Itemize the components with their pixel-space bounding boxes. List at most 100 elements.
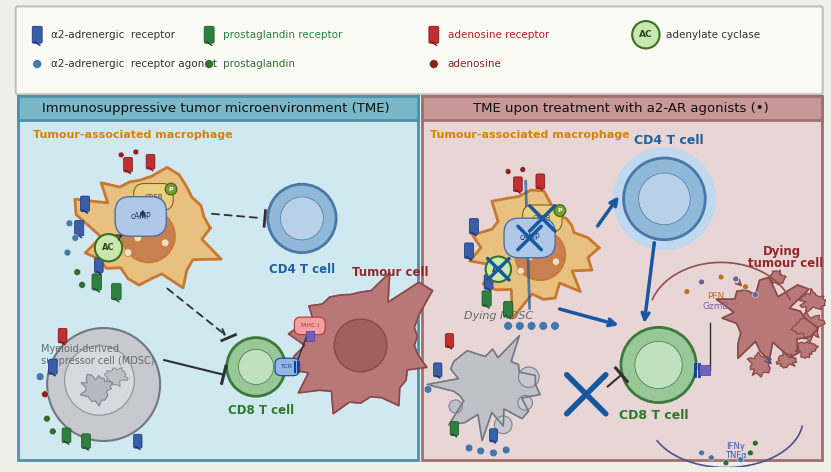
Text: Immunosuppressive tumor microenvironment (TME): Immunosuppressive tumor microenvironment… [42,101,390,115]
Text: MHC I: MHC I [301,323,319,329]
FancyBboxPatch shape [536,174,545,189]
Circle shape [752,440,758,446]
FancyBboxPatch shape [470,219,479,234]
FancyBboxPatch shape [58,329,67,343]
Circle shape [161,239,169,247]
Polygon shape [776,352,797,368]
Text: cAMP: cAMP [130,212,151,221]
Text: AC: AC [102,243,115,252]
Circle shape [134,234,142,242]
Circle shape [65,346,135,415]
Circle shape [156,217,165,224]
Circle shape [494,416,512,434]
Circle shape [635,341,682,388]
FancyBboxPatch shape [134,434,142,448]
FancyBboxPatch shape [95,258,103,273]
Circle shape [79,281,86,288]
Text: AC: AC [639,30,652,39]
Circle shape [74,269,81,276]
Text: GzmB: GzmB [703,302,730,311]
Bar [306,331,313,340]
Circle shape [699,450,705,456]
FancyBboxPatch shape [489,429,498,442]
Text: Tumour cell: Tumour cell [352,266,428,278]
FancyBboxPatch shape [514,177,522,192]
Circle shape [502,446,510,454]
FancyBboxPatch shape [75,220,84,236]
Circle shape [551,321,559,330]
Polygon shape [799,288,826,311]
Text: TME upon treatment with a2-AR agonists (•): TME upon treatment with a2-AR agonists (… [473,101,769,115]
Circle shape [66,220,73,227]
Circle shape [238,349,273,385]
Circle shape [515,230,565,280]
Circle shape [424,386,432,393]
Circle shape [430,59,438,68]
Circle shape [623,158,706,240]
Text: P: P [169,186,174,192]
Bar [699,365,711,375]
Text: TNFα: TNFα [725,451,746,460]
Text: adenylate cyclase: adenylate cyclase [666,30,760,40]
Circle shape [133,149,139,155]
FancyBboxPatch shape [482,291,491,306]
Circle shape [517,267,524,275]
FancyBboxPatch shape [445,334,454,347]
Text: Dying MDSC: Dying MDSC [464,311,533,321]
Text: prostaglandin: prostaglandin [223,59,295,69]
Circle shape [519,367,539,388]
Circle shape [32,59,42,68]
FancyBboxPatch shape [81,196,90,211]
FancyBboxPatch shape [434,363,442,377]
Circle shape [738,457,744,463]
Polygon shape [791,312,825,342]
FancyBboxPatch shape [504,302,513,317]
Text: suppressor cell (MDSC): suppressor cell (MDSC) [41,356,155,366]
Polygon shape [105,368,128,387]
Circle shape [268,184,337,253]
Circle shape [204,59,214,68]
Polygon shape [427,336,540,441]
Circle shape [743,284,749,290]
Circle shape [465,444,473,452]
Circle shape [632,21,660,49]
Text: AC: AC [492,265,504,274]
Circle shape [489,449,498,457]
FancyBboxPatch shape [16,7,823,94]
Circle shape [718,274,724,280]
Circle shape [118,152,124,158]
Text: CREB: CREB [144,194,163,200]
Circle shape [639,173,691,225]
Circle shape [612,147,716,251]
Text: Myeloid-derived: Myeloid-derived [41,345,119,354]
Circle shape [699,279,705,285]
Circle shape [227,337,285,396]
Circle shape [708,455,715,461]
FancyBboxPatch shape [32,26,42,43]
Text: CD8 T cell: CD8 T cell [619,409,688,422]
Circle shape [747,450,754,456]
Bar [422,96,822,460]
Bar [17,96,418,460]
Circle shape [733,276,739,282]
Text: tumour cell: tumour cell [748,257,824,270]
FancyBboxPatch shape [48,360,57,374]
Text: IFNγ: IFNγ [726,442,745,451]
Circle shape [504,321,513,330]
Circle shape [165,183,177,195]
Circle shape [548,236,555,244]
FancyBboxPatch shape [429,26,439,43]
FancyBboxPatch shape [450,421,459,435]
Circle shape [64,249,71,256]
Polygon shape [81,375,113,406]
Bar [17,96,418,120]
Circle shape [520,167,526,172]
Text: Dying: Dying [763,245,801,258]
Polygon shape [470,190,599,318]
Circle shape [515,321,524,330]
Circle shape [95,234,122,261]
FancyBboxPatch shape [465,243,474,258]
Circle shape [553,258,560,265]
Text: Tumour-associated macrophage: Tumour-associated macrophage [430,130,630,140]
Circle shape [505,169,511,175]
